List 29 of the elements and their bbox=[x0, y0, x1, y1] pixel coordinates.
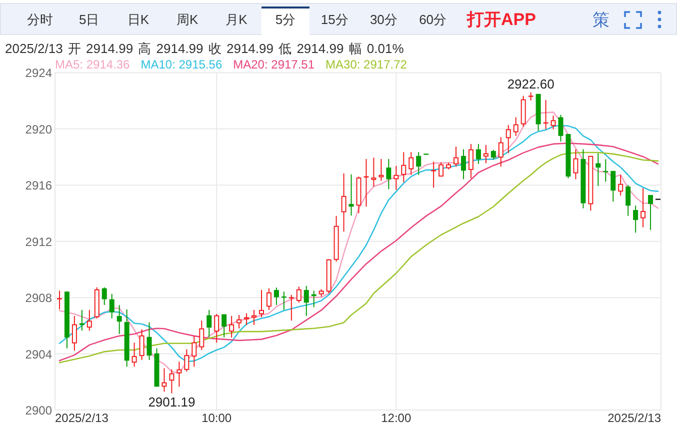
ytick: 2904 bbox=[25, 347, 52, 362]
tab-label: 分时 bbox=[27, 12, 53, 27]
tab-label: 日K bbox=[127, 12, 150, 27]
tab-label: 5日 bbox=[78, 12, 100, 27]
tab-label: 60分 bbox=[419, 12, 447, 27]
xtick: 2025/2/13 bbox=[608, 411, 661, 425]
tab-label: 月K bbox=[226, 12, 248, 27]
legend-item: MA10: 2915.56 bbox=[140, 58, 222, 72]
ytick: 2908 bbox=[25, 291, 52, 306]
ytick: 2916 bbox=[25, 178, 52, 193]
button-label: 策 bbox=[592, 10, 610, 30]
ytick: 2924 bbox=[25, 66, 52, 80]
xtick: 10:00 bbox=[202, 411, 232, 425]
tab-label: 15分 bbox=[320, 12, 348, 27]
subtitle: 2025/2/13 开 2914.99 高 2914.99 收 2914.99 低 2914.99 幅 0.01% bbox=[5, 41, 404, 56]
ytick: 2900 bbox=[25, 404, 52, 418]
xtick: 12:00 bbox=[381, 411, 412, 425]
xtick: 2025/2/13 bbox=[55, 411, 108, 425]
note: 2922.60 bbox=[507, 76, 554, 92]
link: 打开APP bbox=[467, 10, 536, 29]
legend-item: MA5: 2914.36 bbox=[55, 58, 130, 72]
tab-label: 5分 bbox=[275, 12, 296, 27]
tab-label: 30分 bbox=[370, 12, 398, 27]
legend-item: MA30: 2917.72 bbox=[326, 58, 407, 72]
note: 2901.19 bbox=[148, 394, 196, 410]
legend-item: MA20: 2917.51 bbox=[233, 58, 315, 72]
tab-label: 周K bbox=[176, 12, 198, 27]
ytick: 2912 bbox=[25, 234, 52, 249]
ytick: 2920 bbox=[25, 122, 52, 136]
